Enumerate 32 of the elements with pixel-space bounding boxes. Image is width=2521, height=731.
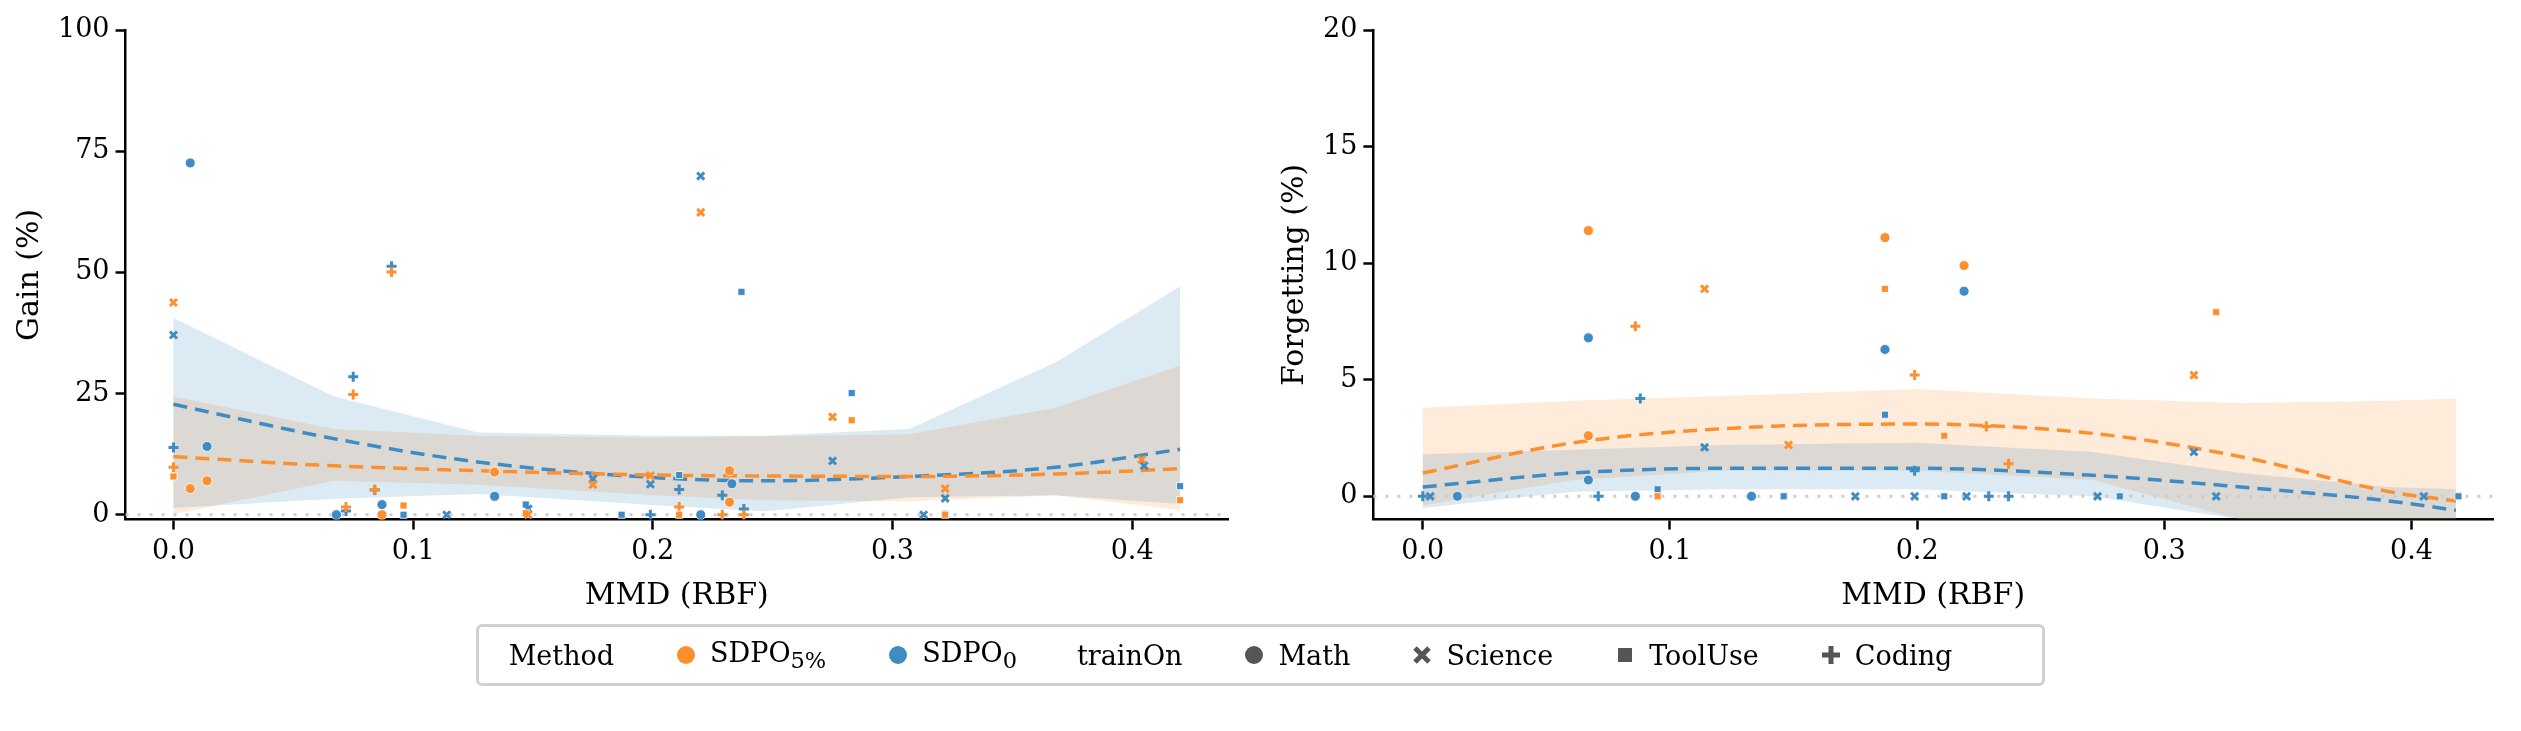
y-tick-label: 0 — [92, 496, 110, 528]
x-tick-label: 0.1 — [1648, 533, 1692, 565]
legend-title: Method — [508, 639, 615, 671]
text: trainOn — [1077, 639, 1183, 671]
y-tick-label: 0 — [1340, 478, 1358, 510]
x-tick-label: 0.3 — [870, 533, 914, 565]
y-axis-title: Forgetting (%) — [1274, 163, 1310, 387]
x-tick-label: 0.3 — [2142, 533, 2186, 565]
legend-label: SDPO$_{0}$ — [922, 637, 1018, 674]
x-tick-label: 0.1 — [391, 533, 435, 565]
y-tick-label: 25 — [75, 375, 110, 407]
y-tick-label: 15 — [1323, 128, 1358, 160]
text: Science — [1445, 639, 1554, 671]
x-axis-title: MMD (RBF) — [1841, 575, 2026, 611]
y-tick-label: 10 — [1323, 245, 1358, 277]
y-tick-label: 5 — [1340, 361, 1358, 393]
legend-label: SDPO$_{5%}$ — [710, 637, 827, 674]
text: Coding — [1853, 639, 1953, 671]
y-tick-label: 50 — [75, 254, 110, 286]
x-tick-label: 0.0 — [1401, 533, 1445, 565]
x-axis-title: MMD (RBF) — [584, 575, 769, 611]
y-tick-label: 100 — [57, 12, 110, 44]
x-tick-label: 0.2 — [631, 533, 675, 565]
text: Math — [1277, 639, 1351, 671]
x-tick-label: 0.0 — [151, 533, 195, 565]
y-axis-title: Gain (%) — [9, 208, 45, 342]
text: ToolUse — [1648, 639, 1759, 671]
x-tick-label: 0.4 — [2389, 533, 2433, 565]
y-tick-label: 20 — [1323, 12, 1358, 44]
x-tick-label: 0.4 — [1110, 533, 1154, 565]
x-tick-label: 0.2 — [1895, 533, 1939, 565]
y-tick-label: 75 — [75, 133, 110, 165]
